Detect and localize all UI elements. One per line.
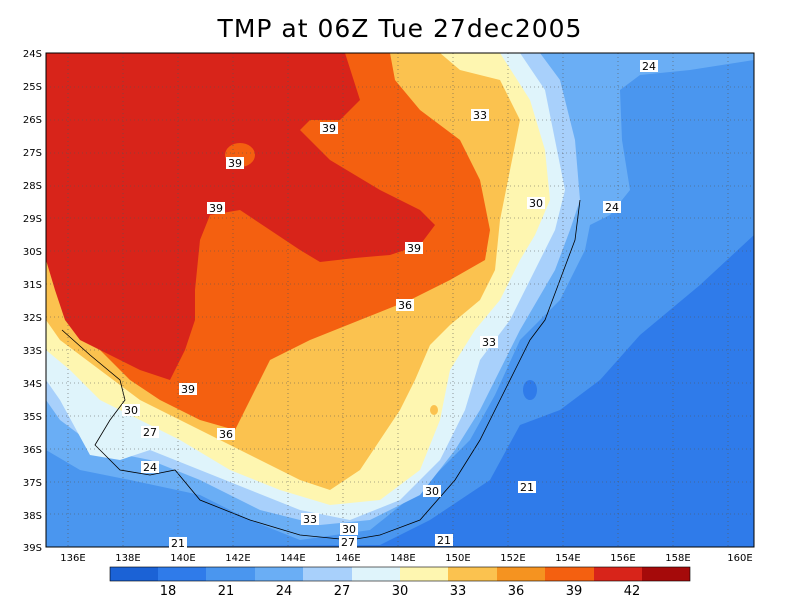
colorbar-swatch	[206, 567, 255, 581]
colorbar-label: 21	[218, 584, 235, 599]
contour-label: 24	[642, 60, 656, 73]
colorbar-swatch	[545, 567, 594, 581]
lon-tick: 150E	[445, 553, 470, 564]
contour-label: 36	[398, 299, 412, 312]
contour-label: 30	[342, 523, 356, 536]
lon-tick: 148E	[390, 553, 415, 564]
contour-label: 33	[303, 513, 317, 526]
lat-tick: 31S	[23, 280, 42, 291]
lon-tick: 138E	[115, 553, 140, 564]
lat-tick: 32S	[23, 313, 42, 324]
colorbar-swatch	[352, 567, 400, 581]
lat-tick: 25S	[23, 82, 42, 93]
lat-tick: 33S	[23, 346, 42, 357]
colorbar-swatch	[594, 567, 642, 581]
colorbar-swatch	[303, 567, 352, 581]
lon-tick: 140E	[170, 553, 195, 564]
lon-tick: 156E	[610, 553, 635, 564]
contour-label: 21	[437, 534, 451, 547]
colorbar-swatch	[158, 567, 206, 581]
lon-tick: 160E	[727, 553, 752, 564]
contour-label: 30	[124, 404, 138, 417]
lat-tick: 29S	[23, 214, 42, 225]
lon-tick: 158E	[665, 553, 690, 564]
band-above-42	[46, 53, 435, 380]
contour-label: 24	[143, 461, 157, 474]
lat-tick: 26S	[23, 115, 42, 126]
contour-label: 39	[181, 383, 195, 396]
lon-tick: 154E	[555, 553, 580, 564]
lon-tick: 152E	[500, 553, 525, 564]
map-frame	[45, 52, 755, 548]
lon-tick: 144E	[280, 553, 305, 564]
contour-label: 33	[473, 109, 487, 122]
colorbar-label: 36	[508, 584, 525, 599]
colorbar-swatch	[110, 567, 158, 581]
contour-label: 21	[520, 481, 534, 494]
lon-tick: 136E	[60, 553, 85, 564]
lat-tick: 35S	[23, 412, 42, 423]
bay-cool-area	[96, 425, 140, 455]
colorbar-swatch	[400, 567, 448, 581]
contour-labels: 24 24 39 39 39 33 39 36 30 33 39 30 27 3…	[122, 60, 658, 550]
colorbar-label: 18	[160, 584, 177, 599]
colorbar-label: 33	[450, 584, 467, 599]
lat-tick: 30S	[23, 247, 42, 258]
lat-tick: 28S	[23, 181, 42, 192]
contour-label: 39	[407, 242, 421, 255]
contour-label: 39	[322, 122, 336, 135]
chart-title: TMP at 06Z Tue 27dec2005	[217, 14, 583, 43]
lat-tick: 27S	[23, 148, 42, 159]
colorbar-swatch	[497, 567, 545, 581]
lon-tick: 142E	[225, 553, 250, 564]
contour-label: 30	[529, 197, 543, 210]
latitude-axis: 24S 25S 26S 27S 28S 29S 30S 31S 32S 33S …	[23, 49, 42, 554]
colorbar-label: 24	[276, 584, 293, 599]
lat-tick: 24S	[23, 49, 42, 60]
lat-tick: 34S	[23, 379, 42, 390]
colorbar-swatch	[448, 567, 497, 581]
lat-tick: 39S	[23, 543, 42, 554]
contour-label: 27	[143, 426, 157, 439]
coastline	[61, 199, 581, 541]
contour-label: 39	[228, 157, 242, 170]
contour-label: 39	[209, 202, 223, 215]
map-fill	[46, 53, 754, 547]
colorbar: 18 21 24 27 30 33 36 39 42	[109, 566, 691, 599]
colorbar-swatch	[642, 567, 690, 581]
lat-tick: 36S	[23, 445, 42, 456]
contour-label: 33	[482, 336, 496, 349]
lat-tick: 37S	[23, 478, 42, 489]
lon-tick: 146E	[335, 553, 360, 564]
contour-label: 21	[171, 537, 185, 550]
colorbar-label: 39	[566, 584, 583, 599]
contour-label: 30	[425, 485, 439, 498]
small-cool-blob	[523, 380, 537, 400]
contour-label: 36	[219, 428, 233, 441]
small-warm-blob	[430, 405, 438, 415]
colorbar-label: 42	[624, 584, 641, 599]
colorbar-label: 30	[392, 584, 409, 599]
lat-tick: 38S	[23, 511, 42, 522]
contour-label: 27	[341, 536, 355, 549]
colorbar-swatch	[255, 567, 303, 581]
contour-label: 24	[605, 201, 619, 214]
colorbar-label: 27	[334, 584, 351, 599]
longitude-axis: 136E 138E 140E 142E 144E 146E 148E 150E …	[60, 553, 752, 564]
